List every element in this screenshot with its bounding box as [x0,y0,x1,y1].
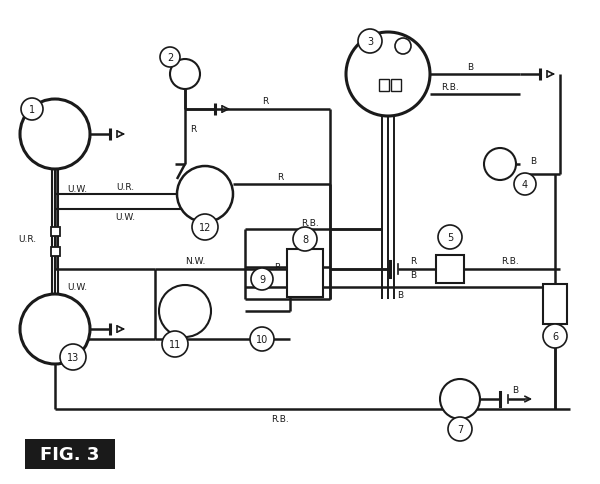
Circle shape [192,214,218,241]
Text: U.R.: U.R. [18,235,36,244]
Text: 4: 4 [522,180,528,190]
Bar [436,256,464,284]
Text: B: B [410,271,416,280]
Text: FIG. 3: FIG. 3 [40,445,100,463]
Circle shape [60,344,86,370]
Text: 2: 2 [167,53,173,63]
Text: 6: 6 [552,332,558,341]
Text: R: R [190,125,196,134]
Circle shape [162,332,188,357]
Bar [25,439,115,469]
Text: R: R [277,173,283,182]
Bar [51,227,60,237]
Text: U.W.: U.W. [67,283,87,292]
Circle shape [177,166,233,223]
Text: R: R [410,257,416,266]
Bar [51,247,60,257]
Bar [379,80,389,92]
Circle shape [20,100,90,170]
Circle shape [395,39,411,55]
Text: 13: 13 [67,352,79,362]
Text: R.B.: R.B. [501,257,519,266]
Text: R.B.: R.B. [271,415,289,424]
Text: B: B [530,157,536,166]
Bar [391,80,401,92]
Text: U.W.: U.W. [67,185,87,194]
Text: 9: 9 [259,274,265,285]
Text: R: R [262,97,268,106]
Circle shape [293,227,317,252]
Text: U.W.: U.W. [115,213,135,222]
Circle shape [543,324,567,348]
Bar [543,285,567,324]
Circle shape [438,226,462,249]
Text: R.B.: R.B. [441,83,459,92]
Circle shape [160,48,180,68]
Circle shape [448,417,472,441]
Text: U.R.: U.R. [116,183,134,192]
Circle shape [159,286,211,337]
Circle shape [440,379,480,419]
Text: R.B.: R.B. [301,219,319,228]
Circle shape [250,327,274,351]
Text: R: R [274,263,280,272]
Circle shape [346,33,430,117]
Bar [287,249,323,297]
Circle shape [21,99,43,121]
Text: B: B [397,291,403,300]
Text: 10: 10 [256,334,268,344]
Text: N.W.: N.W. [185,257,205,266]
Text: B: B [512,386,518,394]
Text: 8: 8 [302,235,308,244]
Text: B: B [467,62,473,71]
Circle shape [484,149,516,181]
Circle shape [358,30,382,54]
Text: 3: 3 [367,37,373,47]
Circle shape [251,269,273,290]
Text: 5: 5 [447,232,453,242]
Text: 11: 11 [169,339,181,349]
Text: 1: 1 [29,105,35,115]
Circle shape [514,174,536,196]
Circle shape [170,60,200,90]
Circle shape [20,294,90,364]
Text: 7: 7 [457,424,463,434]
Text: 12: 12 [199,223,211,232]
